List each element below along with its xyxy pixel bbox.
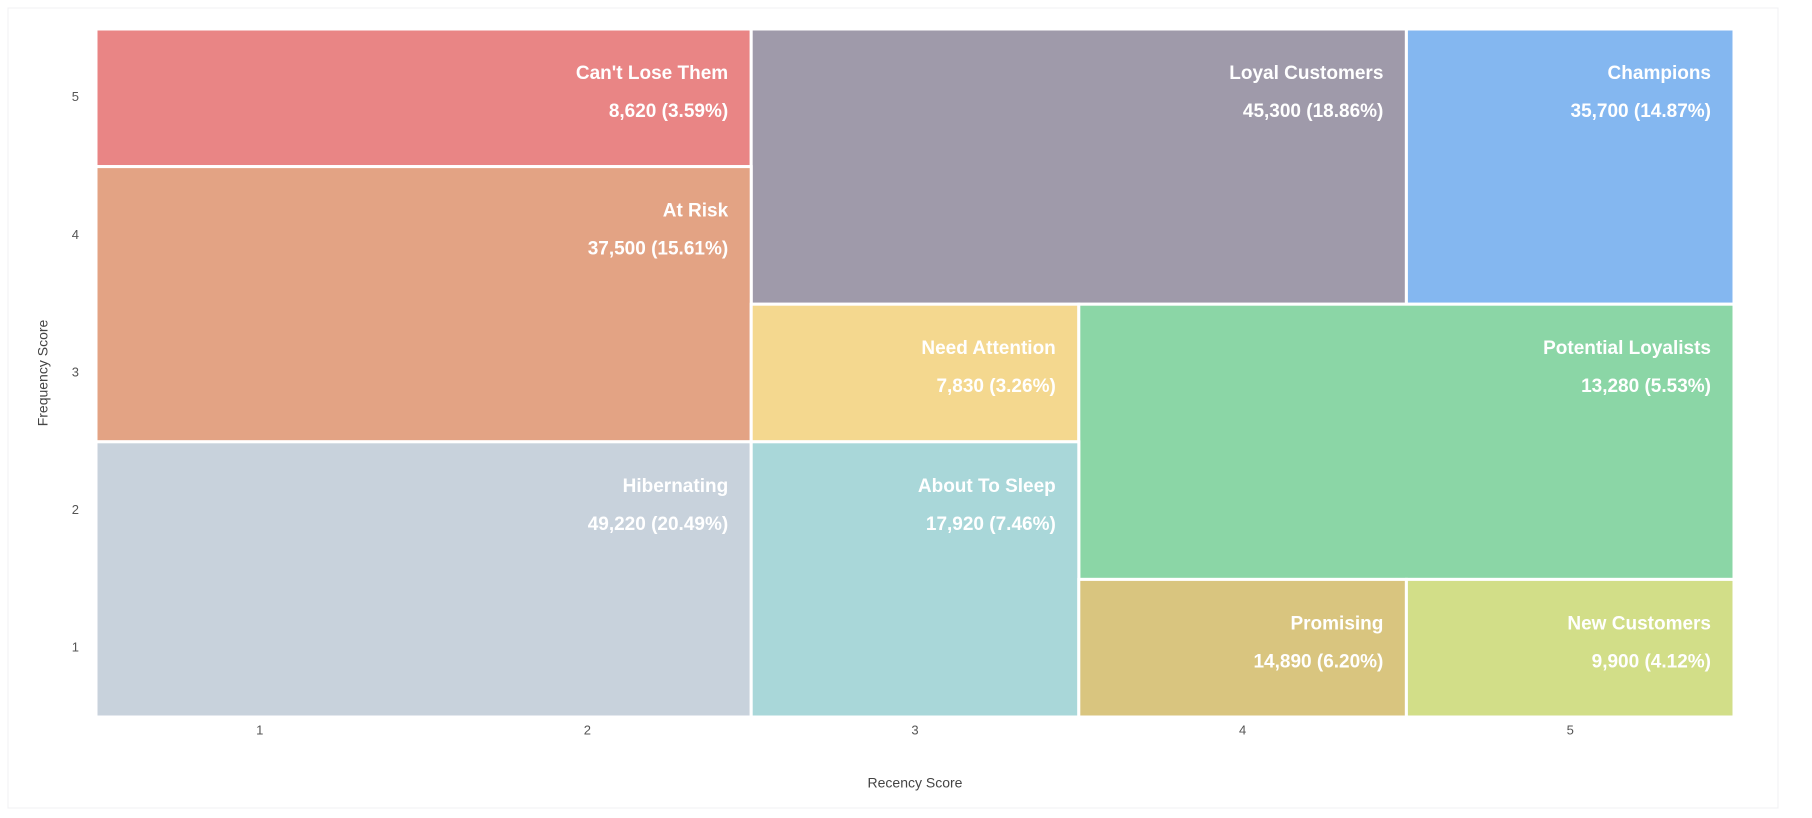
segment — [1077, 302, 1736, 581]
x-tick-label: 5 — [1567, 722, 1574, 737]
segment-value-label: 35,700 (14.87%) — [1571, 101, 1712, 122]
segment-name: Potential Loyalists — [1543, 338, 1711, 359]
y-tick-label: 2 — [72, 502, 79, 517]
segment — [1404, 27, 1736, 306]
segment-value-label: 13,280 (5.53%) — [1581, 376, 1711, 397]
segment-name: About To Sleep — [918, 476, 1056, 497]
x-tick-label: 2 — [584, 722, 591, 737]
segment-value-label: 14,890 (6.20%) — [1253, 651, 1383, 672]
segment — [749, 302, 1081, 444]
segment — [749, 440, 1081, 719]
segment — [1077, 577, 1408, 719]
x-tick-label: 1 — [256, 722, 263, 737]
x-tick-label: 4 — [1239, 722, 1246, 737]
segment — [94, 27, 753, 169]
segment-value-label: 17,920 (7.46%) — [926, 514, 1056, 535]
segment — [94, 165, 753, 444]
segment-name: New Customers — [1567, 613, 1711, 634]
segment-name: Need Attention — [921, 338, 1055, 359]
segment — [749, 27, 1408, 306]
segment — [1404, 577, 1736, 719]
segment-name: At Risk — [663, 201, 729, 222]
y-tick-label: 5 — [72, 89, 79, 104]
segment-value-label: 9,900 (4.12%) — [1592, 651, 1711, 672]
segment-value-label: 37,500 (15.61%) — [588, 239, 729, 260]
segment-value-label: 49,220 (20.49%) — [588, 514, 729, 535]
segment-value-label: 7,830 (3.26%) — [936, 376, 1055, 397]
segment-name: Champions — [1608, 63, 1711, 84]
segment-name: Can't Lose Them — [576, 63, 728, 84]
x-axis-title: Recency Score — [868, 775, 963, 791]
y-tick-label: 1 — [72, 640, 79, 655]
x-tick-label: 3 — [911, 722, 918, 737]
y-tick-label: 3 — [72, 364, 79, 379]
segment — [94, 440, 753, 719]
segment-name: Hibernating — [623, 476, 729, 497]
segment-name: Loyal Customers — [1229, 63, 1383, 84]
y-tick-label: 4 — [72, 227, 79, 242]
y-axis-title: Frequency Score — [35, 319, 51, 426]
segment-name: Promising — [1290, 613, 1383, 634]
segment-value-label: 45,300 (18.86%) — [1243, 101, 1384, 122]
segment-value-label: 8,620 (3.59%) — [609, 101, 728, 122]
